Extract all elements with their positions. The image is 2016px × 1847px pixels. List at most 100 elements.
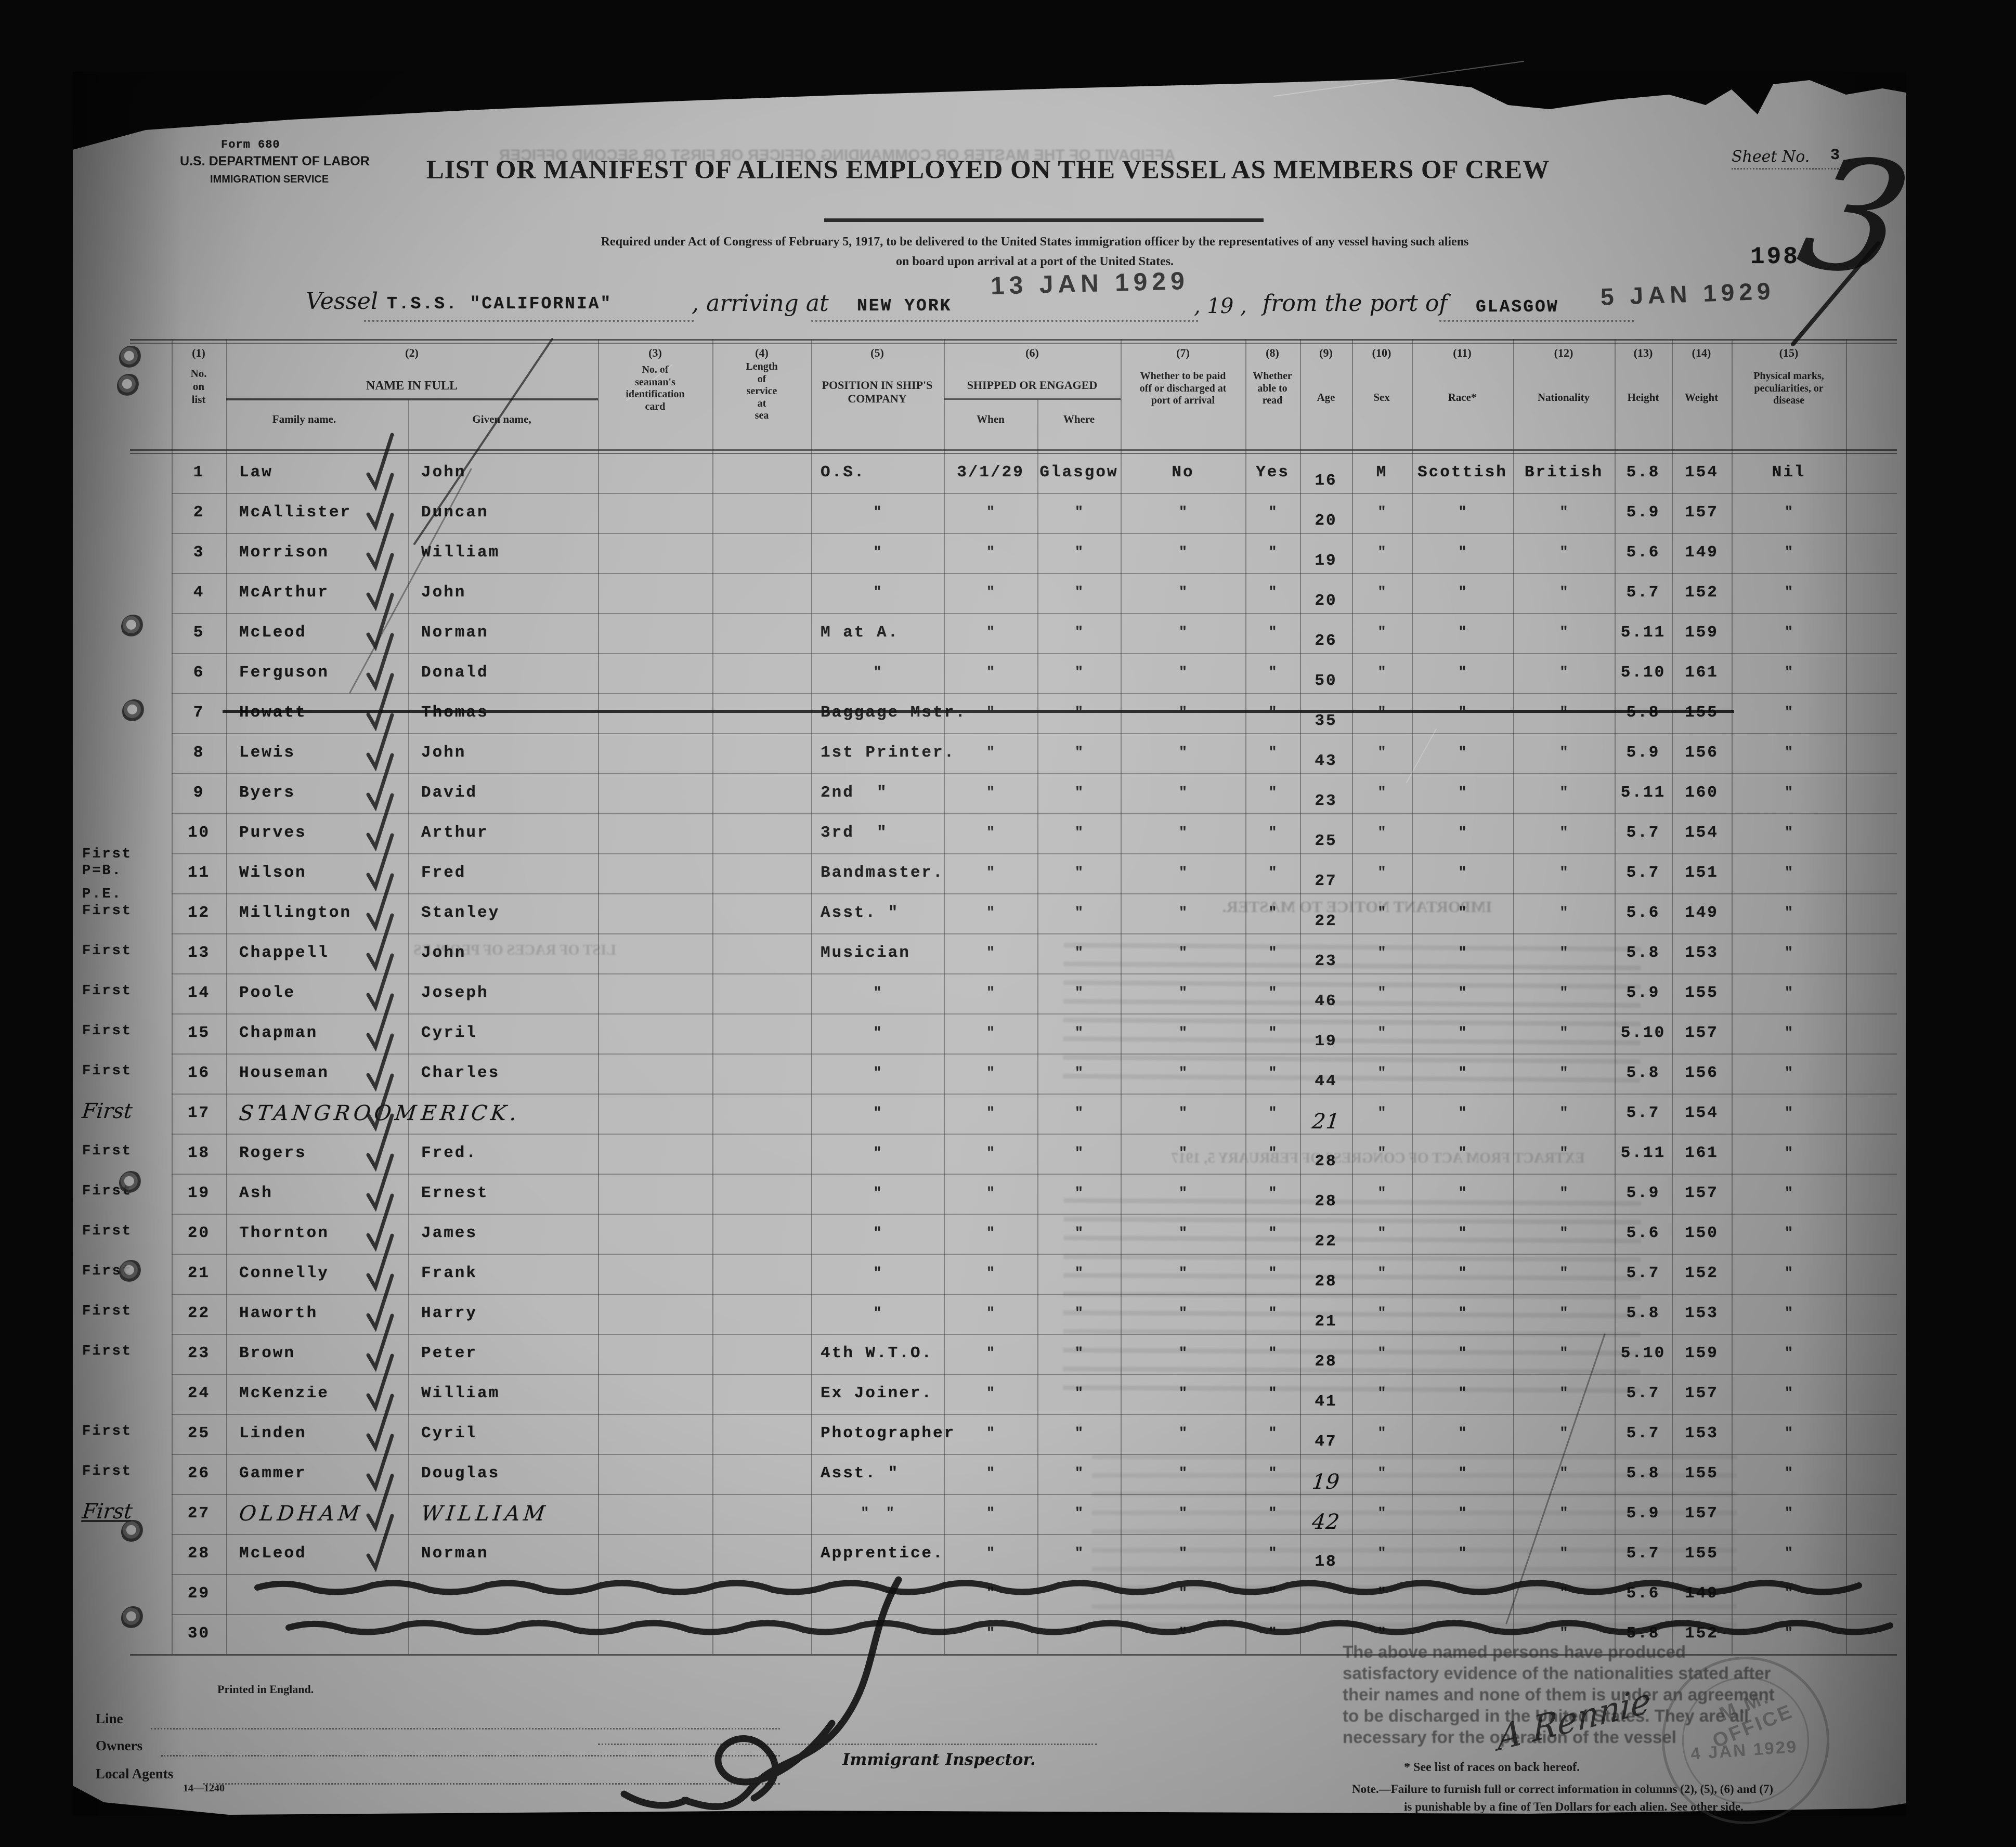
- cell-paid: ″: [1178, 705, 1188, 721]
- col-header-service: Length of service at sea: [746, 361, 778, 422]
- checkmark-icon: [363, 1030, 396, 1099]
- cell-sex: ″: [1377, 1546, 1386, 1562]
- cell-sex: ″: [1377, 945, 1386, 961]
- margin-note: First: [82, 1143, 133, 1159]
- cell-sex: ″: [1377, 1065, 1386, 1081]
- checkmark-icon: [363, 1471, 396, 1539]
- cell-family: Wilson: [239, 864, 307, 882]
- form-department: U.S. DEPARTMENT OF LABOR: [180, 154, 370, 168]
- cell-no: 15: [187, 1024, 211, 1042]
- cell-paid: ″: [1178, 985, 1188, 1001]
- cell-height: 5.11: [1620, 1144, 1666, 1162]
- cell-height: 5.6: [1626, 543, 1660, 562]
- cell-when: ″: [986, 825, 995, 841]
- checkmark-icon: [363, 1110, 396, 1179]
- cell-height: 5.9: [1626, 503, 1660, 522]
- cell-height: 5.6: [1626, 1584, 1660, 1603]
- cell-age: 20: [1315, 592, 1337, 610]
- cell-no: 25: [187, 1424, 211, 1442]
- cell-age: 43: [1315, 752, 1337, 770]
- cell-family: Lewis: [239, 744, 296, 762]
- cell-marks: ″: [1784, 865, 1793, 881]
- cell-paid: ″: [1178, 1466, 1188, 1481]
- row-rule: [172, 1254, 1897, 1255]
- margin-note: First: [81, 1500, 134, 1524]
- punch-hole: [122, 699, 146, 723]
- cell-marks: ″: [1784, 1626, 1793, 1642]
- cell-family: Ferguson: [239, 664, 329, 682]
- checkmark-icon: [363, 990, 396, 1059]
- cell-race: ″: [1458, 865, 1467, 881]
- cell-when: ″: [986, 1506, 995, 1521]
- cell-position: ″: [873, 1226, 882, 1241]
- cell-paid: ″: [1178, 1105, 1188, 1121]
- cell-read: ″: [1268, 1586, 1277, 1602]
- cell-no: 11: [187, 864, 211, 882]
- cell-position: ″: [873, 1266, 882, 1281]
- cell-when: ″: [986, 1346, 995, 1361]
- cell-age: 20: [1315, 512, 1337, 530]
- cell-paid: ″: [1178, 865, 1188, 881]
- cell-no: 8: [193, 744, 205, 762]
- column-rule: [1615, 339, 1616, 1654]
- margin-note: First: [82, 943, 133, 959]
- vessel-label: Vessel: [306, 288, 379, 315]
- checkmark-icon: [363, 1350, 396, 1419]
- column-number: (12): [1554, 346, 1573, 359]
- row-rule: [172, 1374, 1897, 1375]
- cell-paid: ″: [1178, 905, 1188, 921]
- cell-no: 13: [187, 944, 211, 962]
- cell-nationality: ″: [1559, 705, 1568, 721]
- checkmark-icon: [363, 750, 396, 818]
- column-number: (8): [1266, 346, 1279, 359]
- punch-hole: [121, 1520, 145, 1544]
- cell-paid: No: [1172, 463, 1194, 482]
- col-header-no: No. on list: [190, 367, 207, 406]
- cell-age: 42: [1311, 1510, 1341, 1534]
- checkmark-icon: [363, 590, 396, 658]
- cell-when: ″: [986, 1266, 995, 1281]
- cell-marks: ″: [1784, 825, 1793, 841]
- cell-marks: ″: [1784, 1306, 1793, 1321]
- printed-in-england: Printed in England.: [217, 1683, 314, 1696]
- cell-nationality: ″: [1559, 1626, 1568, 1642]
- form-service: IMMIGRATION SERVICE: [210, 174, 329, 185]
- cell-paid: ″: [1178, 785, 1188, 801]
- cell-no: 30: [187, 1624, 211, 1643]
- col-header-sex: Sex: [1373, 391, 1390, 404]
- cell-nationality: ″: [1559, 825, 1568, 841]
- column-rule: [1672, 339, 1673, 1654]
- cell-nationality: ″: [1559, 1226, 1568, 1241]
- cell-given: Stanley: [421, 904, 500, 922]
- column-number: (4): [755, 346, 769, 359]
- cell-nationality: ″: [1559, 1186, 1568, 1201]
- cell-height: 5.8: [1626, 463, 1660, 482]
- subtitle-line-1: Required under Act of Congress of Februa…: [601, 235, 1469, 249]
- margin-note: First: [82, 1304, 133, 1319]
- cell-weight: 161: [1685, 1144, 1719, 1162]
- cell-nationality: ″: [1559, 1346, 1568, 1361]
- cell-given: Thomas: [421, 704, 489, 722]
- cell-position: ″: [873, 985, 882, 1001]
- cell-when: ″: [986, 625, 995, 641]
- cell-nationality: ″: [1559, 945, 1568, 961]
- cell-nationality: ″: [1559, 665, 1568, 681]
- cell-race: ″: [1458, 1346, 1467, 1361]
- row-rule: [172, 1094, 1897, 1095]
- cell-when: ″: [986, 1386, 995, 1401]
- cell-paid: ″: [1178, 1546, 1188, 1562]
- cell-read: ″: [1268, 945, 1277, 961]
- cell-read: ″: [1268, 1466, 1277, 1481]
- cell-no: 5: [193, 623, 205, 642]
- cell-position: ″: [873, 585, 882, 601]
- cell-marks: ″: [1784, 585, 1793, 601]
- cell-no: 28: [187, 1544, 211, 1563]
- cell-where: ″: [1074, 1626, 1084, 1642]
- punch-hole: [117, 374, 141, 398]
- cell-no: 26: [187, 1464, 211, 1482]
- row-rule: [172, 1414, 1897, 1415]
- cell-marks: ″: [1784, 985, 1793, 1001]
- cell-family: McArthur: [239, 583, 329, 602]
- cell-height: 5.8: [1626, 1464, 1660, 1482]
- cell-paid: ″: [1178, 505, 1188, 521]
